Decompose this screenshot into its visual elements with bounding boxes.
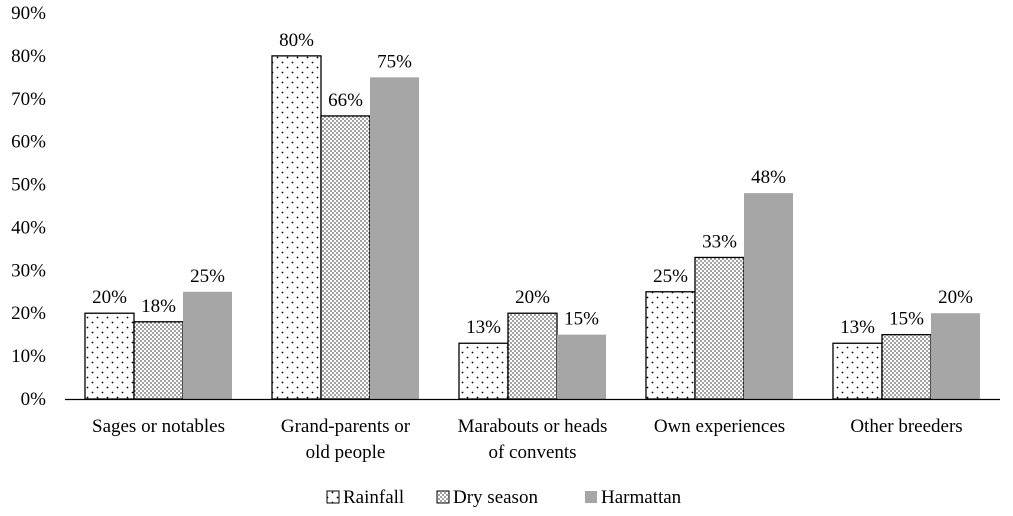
legend-swatch-dry-season	[436, 490, 450, 504]
bar-rainfall	[832, 342, 883, 400]
data-label: 25%	[653, 266, 688, 287]
bar-dry-season	[507, 312, 558, 400]
data-labels: 20% 18% 25% 80% 66% 75% 13% 20% 15% 25% 33% 48% 13% 1…	[92, 30, 973, 338]
bar-rainfall	[84, 312, 135, 400]
bar-harmattan	[183, 291, 232, 399]
y-tick-label: 30%	[11, 260, 46, 281]
bar-rainfall	[458, 342, 509, 400]
legend: Rainfall Dry season Harmattan	[326, 487, 682, 508]
bar-harmattan	[744, 193, 793, 399]
legend-label-harmattan: Harmattan	[601, 487, 682, 508]
y-tick-label: 90%	[11, 3, 46, 24]
data-label: 75%	[377, 51, 412, 72]
y-axis: 0% 10% 20% 30% 40% 50% 60% 70% 80% 90%	[11, 3, 46, 410]
bar-harmattan	[370, 77, 419, 399]
y-tick-label: 10%	[11, 346, 46, 367]
y-tick-label: 70%	[11, 89, 46, 110]
data-label: 20%	[92, 287, 127, 308]
data-label: 15%	[889, 309, 924, 330]
data-label: 15%	[564, 309, 599, 330]
data-label: 20%	[515, 287, 550, 308]
legend-label-rainfall: Rainfall	[343, 487, 404, 508]
x-category-label: Sages or notables	[92, 416, 225, 437]
x-category-label: Grand-parents or old people	[281, 416, 411, 463]
bar-harmattan	[557, 334, 606, 399]
x-category-label: Marabouts or heads of convents	[458, 416, 608, 463]
data-label: 33%	[702, 231, 737, 252]
bar-dry-season	[320, 115, 371, 400]
data-label: 25%	[190, 266, 225, 287]
data-label: 13%	[466, 317, 501, 338]
bar-harmattan	[931, 313, 980, 399]
x-category-label: Other breeders	[850, 416, 962, 437]
data-label: 80%	[279, 30, 314, 51]
y-tick-label: 60%	[11, 132, 46, 153]
y-tick-label: 20%	[11, 303, 46, 324]
data-label: 18%	[141, 296, 176, 317]
bar-rainfall	[645, 291, 696, 400]
data-label: 48%	[751, 167, 786, 188]
bars	[84, 55, 980, 400]
bar-dry-season	[881, 334, 932, 400]
bar-dry-season	[133, 321, 184, 400]
bar-dry-season	[694, 256, 745, 400]
y-tick-label: 40%	[11, 217, 46, 238]
y-tick-label: 50%	[11, 175, 46, 196]
legend-label-dry-season: Dry season	[453, 487, 538, 508]
data-label: 20%	[938, 287, 973, 308]
y-tick-label: 80%	[11, 46, 46, 67]
y-tick-label: 0%	[21, 389, 47, 410]
data-label: 66%	[328, 90, 363, 111]
x-category-label: Own experiences	[654, 416, 785, 437]
data-label: 13%	[840, 317, 875, 338]
legend-swatch-rainfall	[326, 490, 340, 504]
bar-rainfall	[271, 55, 322, 400]
legend-swatch-harmattan	[585, 491, 597, 503]
x-axis: Sages or notables Grand-parents or old peo…	[65, 398, 1000, 463]
